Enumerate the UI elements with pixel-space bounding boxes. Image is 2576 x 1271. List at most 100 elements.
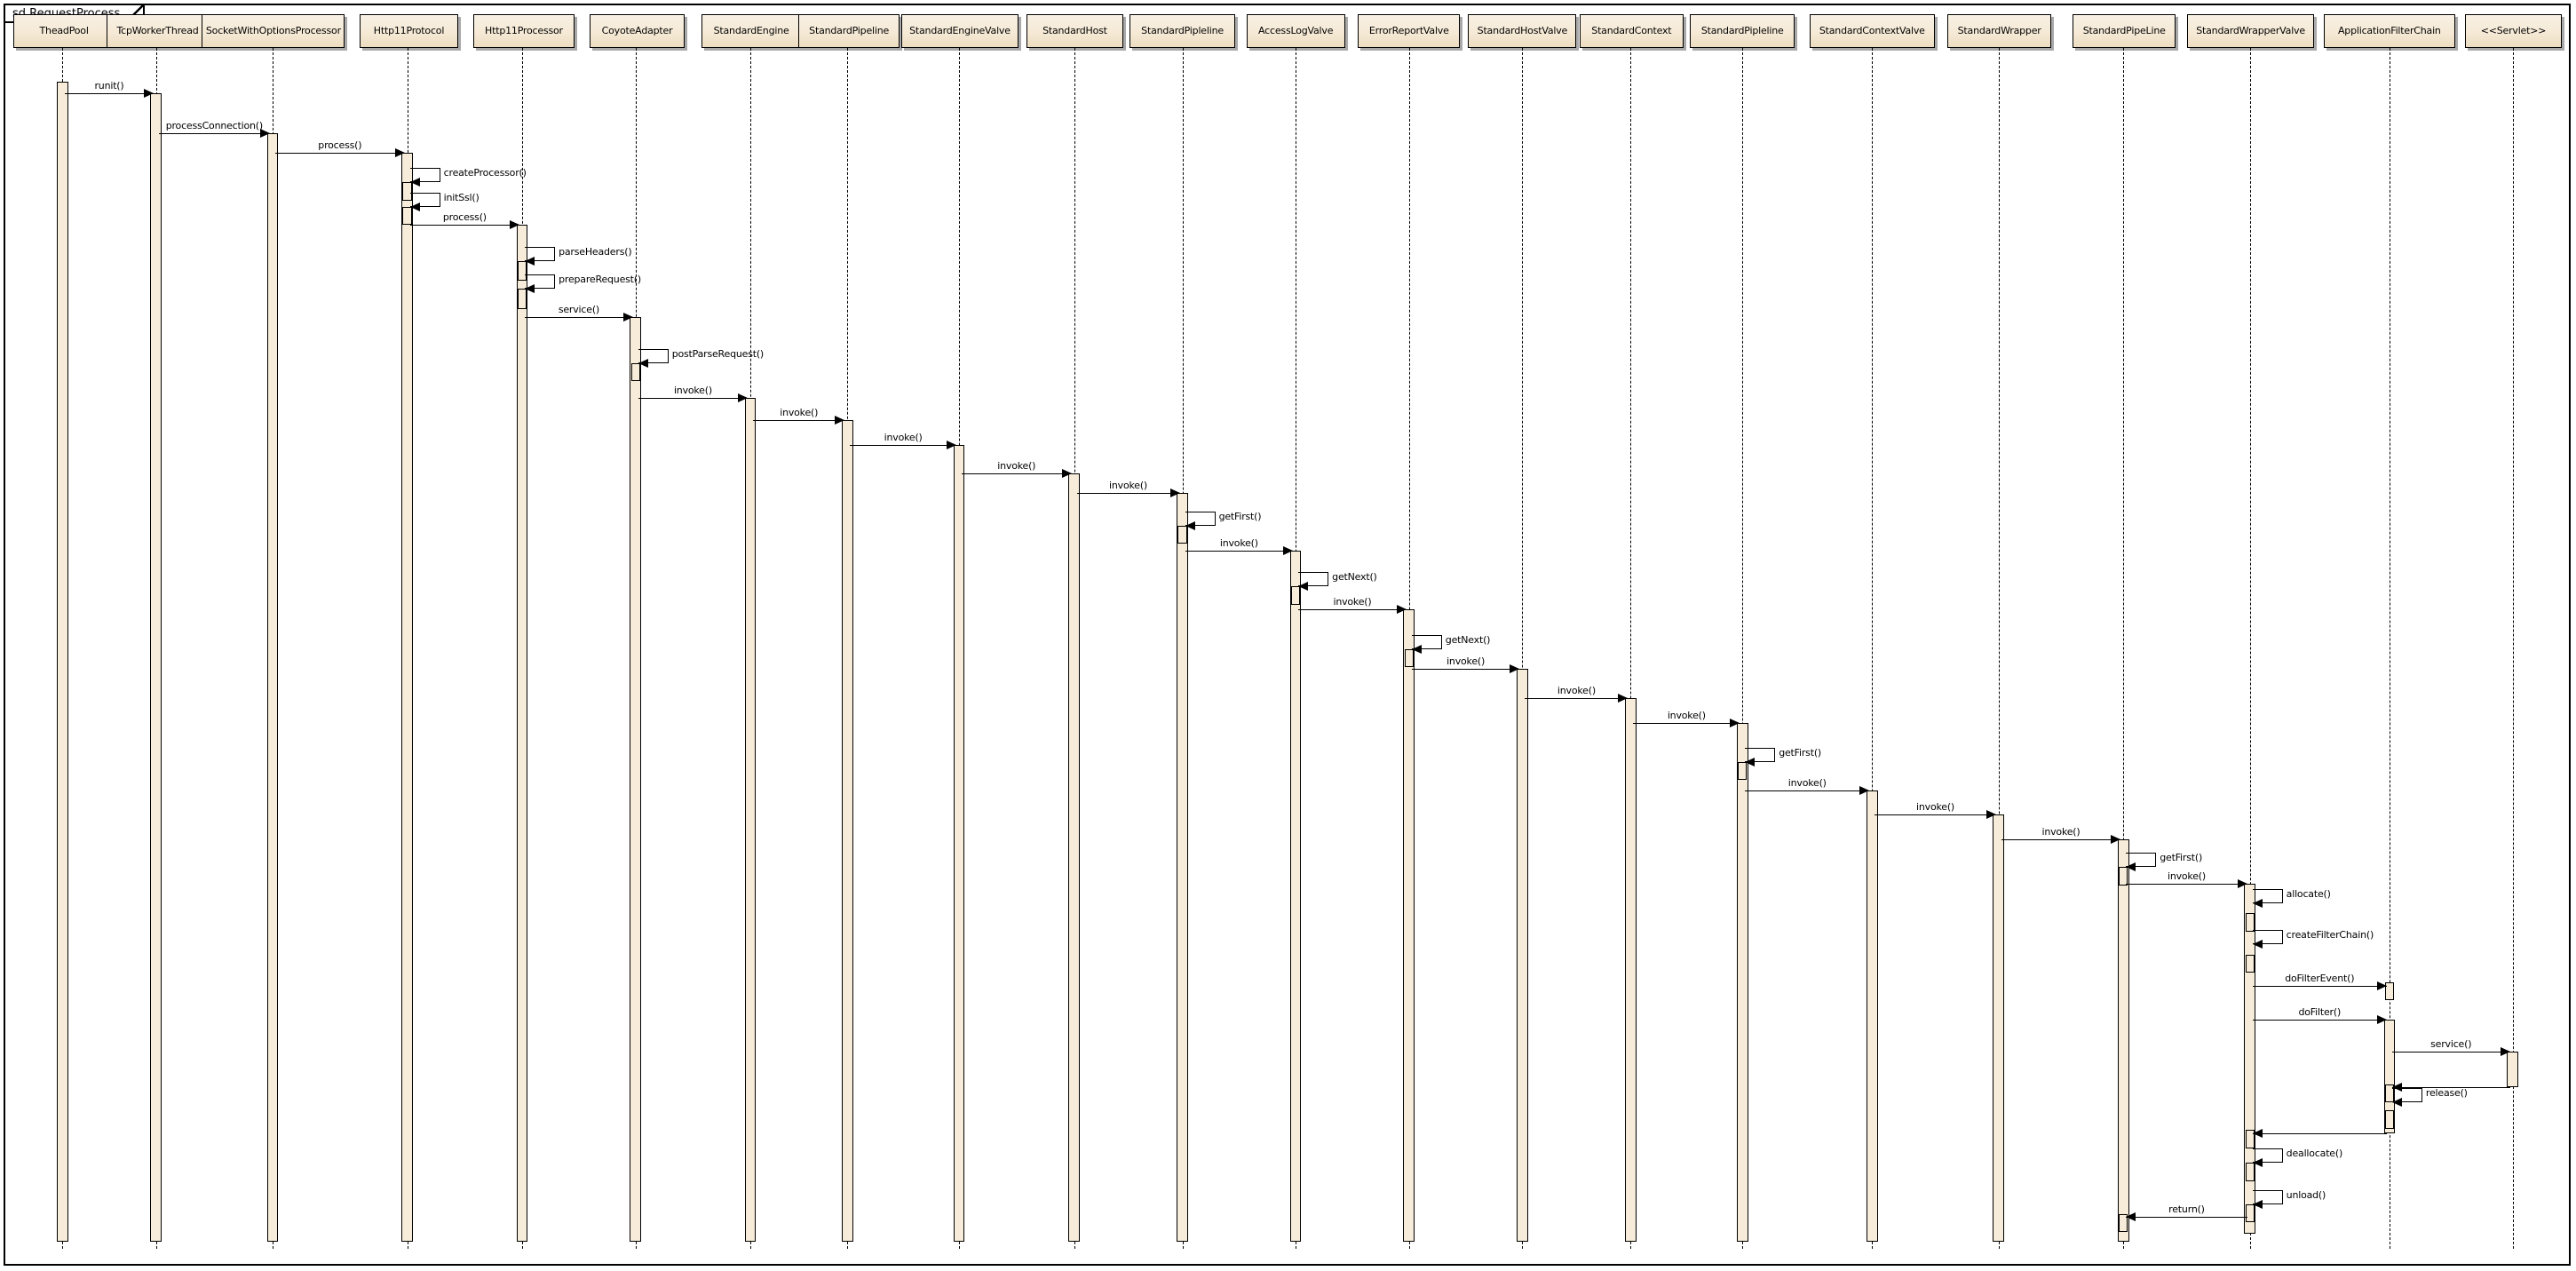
message-label-2: process() xyxy=(318,139,362,151)
lifeline-head-tcpworker[interactable]: TcpWorkerThread xyxy=(107,14,209,48)
message-line-10 xyxy=(638,397,749,399)
lifeline-label: SocketWithOptionsProcessor xyxy=(205,25,341,36)
lifeline-head-accesslogvalve[interactable]: AccessLogValve xyxy=(1246,14,1345,48)
lifeline-head-wrappervalve[interactable]: StandardWrapperValve xyxy=(2187,14,2314,48)
message-label-6: parseHeaders() xyxy=(559,246,632,258)
message-label-26: invoke() xyxy=(2041,826,2081,838)
lifeline-head-contextvalve[interactable]: StandardContextValve xyxy=(1810,14,1935,48)
self-message-arrowhead-38 xyxy=(2252,1199,2263,1209)
diagram-frame xyxy=(4,4,2571,1266)
activation-bar-standardcontext xyxy=(1625,697,1637,1243)
lifeline-hostvalve xyxy=(1522,48,1524,1249)
lifeline-contextvalve xyxy=(1872,48,1874,1249)
lifeline-head-http11processor[interactable]: Http11Processor xyxy=(472,14,575,48)
message-line-26 xyxy=(2001,839,2121,841)
message-line-39 xyxy=(2126,1217,2247,1219)
self-message-29 xyxy=(2252,889,2283,904)
message-label-14: invoke() xyxy=(1109,479,1148,491)
message-line-34 xyxy=(2391,1087,2510,1089)
activation-bar-http11processor-nested xyxy=(517,261,527,282)
message-line-20 xyxy=(1411,668,1520,670)
message-line-16 xyxy=(1185,550,1294,552)
lifeline-label: Http11Protocol xyxy=(373,25,445,36)
activation-bar-errorreportvalve-nested xyxy=(1404,648,1414,667)
self-message-3 xyxy=(409,168,440,183)
self-message-4 xyxy=(409,193,440,208)
lifeline-head-hostvalve[interactable]: StandardHostValve xyxy=(1468,14,1577,48)
lifeline-label: TcpWorkerThread xyxy=(116,25,199,36)
message-label-39: return() xyxy=(2168,1203,2205,1216)
lifeline-head-coyoteadapter[interactable]: CoyoteAdapter xyxy=(589,14,686,48)
lifeline-head-pipeline4[interactable]: StandardPipeLine xyxy=(2072,14,2176,48)
lifeline-head-threadpool[interactable]: TheadPool xyxy=(12,14,115,48)
activation-bar-accesslogvalve-nested xyxy=(1291,586,1301,605)
message-arrowhead-11 xyxy=(835,416,845,425)
lifeline-head-pipeline1[interactable]: StandardPipeline xyxy=(797,14,900,48)
activation-bar-pipleline2-nested xyxy=(1177,525,1187,544)
activation-bar-pipeline4-nested xyxy=(2119,1213,2128,1233)
message-line-24 xyxy=(1745,790,1870,791)
lifeline-head-standardcontext[interactable]: StandardContext xyxy=(1580,14,1684,48)
self-message-arrowhead-29 xyxy=(2252,899,2263,909)
self-message-38 xyxy=(2252,1189,2283,1204)
lifeline-label: StandardWrapper xyxy=(1957,25,2041,36)
lifeline-label: Http11Processor xyxy=(485,25,563,36)
activation-bar-pipeline1 xyxy=(841,420,853,1243)
lifeline-head-errorreportvalve[interactable]: ErrorReportValve xyxy=(1358,14,1461,48)
message-label-3: createProcessor() xyxy=(443,167,527,179)
lifeline-pipleline3 xyxy=(1742,48,1744,1249)
message-label-16: invoke() xyxy=(1219,536,1258,549)
message-arrowhead-34 xyxy=(2391,1083,2402,1092)
lifeline-label: CoyoteAdapter xyxy=(601,25,673,36)
lifeline-head-standardwrapper[interactable]: StandardWrapper xyxy=(1947,14,2051,48)
lifeline-head-enginevalve[interactable]: StandardEngineValve xyxy=(901,14,1019,48)
self-message-37 xyxy=(2252,1148,2283,1164)
lifeline-label: AccessLogValve xyxy=(1258,25,1334,36)
message-label-7: prepareRequest() xyxy=(559,274,641,286)
message-arrowhead-14 xyxy=(1169,488,1180,497)
lifeline-label: StandardEngineValve xyxy=(909,25,1011,36)
lifeline-head-servlet[interactable]: <<Servlet>> xyxy=(2464,14,2563,48)
lifeline-head-socketproc[interactable]: SocketWithOptionsProcessor xyxy=(202,14,345,48)
activation-bar-wrappervalve-nested xyxy=(2245,1163,2255,1181)
message-line-32 xyxy=(2252,1020,2387,1021)
self-message-23 xyxy=(1745,748,1776,763)
activation-bar-threadpool xyxy=(56,82,68,1243)
activation-bar-http11processor-nested xyxy=(517,289,527,309)
lifeline-head-filterchain[interactable]: ApplicationFilterChain xyxy=(2323,14,2455,48)
activation-bar-coyoteadapter xyxy=(630,316,642,1243)
self-message-arrowhead-3 xyxy=(409,178,420,187)
lifeline-head-pipleline2[interactable]: StandardPipleline xyxy=(1129,14,1235,48)
message-line-22 xyxy=(1633,722,1740,724)
self-message-30 xyxy=(2252,930,2283,945)
lifeline-label: TheadPool xyxy=(39,25,89,36)
activation-bar-http11processor xyxy=(516,225,528,1243)
lifeline-pipeline4 xyxy=(2123,48,2125,1249)
message-arrowhead-10 xyxy=(738,393,749,402)
message-line-33 xyxy=(2391,1051,2510,1053)
message-label-4: initSsl() xyxy=(443,192,480,204)
lifeline-label: StandardWrapperValve xyxy=(2196,25,2305,36)
self-message-arrowhead-30 xyxy=(2252,940,2263,949)
lifeline-head-standardengine[interactable]: StandardEngine xyxy=(701,14,802,48)
message-label-27: getFirst() xyxy=(2160,852,2203,864)
message-arrowhead-18 xyxy=(1396,605,1407,615)
self-message-27 xyxy=(2126,853,2157,868)
message-arrowhead-5 xyxy=(510,220,520,230)
lifeline-head-standardhost[interactable]: StandardHost xyxy=(1026,14,1123,48)
message-arrowhead-32 xyxy=(2376,1015,2387,1025)
lifeline-head-pipleline3[interactable]: StandardPipleline xyxy=(1690,14,1795,48)
activation-bar-hostvalve xyxy=(1517,668,1528,1243)
activation-bar-filterchain-nested xyxy=(2384,981,2395,1001)
message-label-10: invoke() xyxy=(673,384,712,396)
lifeline-label: StandardPipleline xyxy=(1141,25,1224,36)
message-line-28 xyxy=(2126,883,2247,885)
activation-bar-socketproc xyxy=(266,132,279,1243)
self-message-6 xyxy=(525,247,556,262)
lifeline-head-http11protocol[interactable]: Http11Protocol xyxy=(360,14,458,48)
message-arrowhead-16 xyxy=(1283,545,1294,555)
activation-bar-coyoteadapter-nested xyxy=(630,362,640,382)
message-line-2 xyxy=(275,152,405,154)
activation-bar-http11protocol xyxy=(401,152,413,1243)
